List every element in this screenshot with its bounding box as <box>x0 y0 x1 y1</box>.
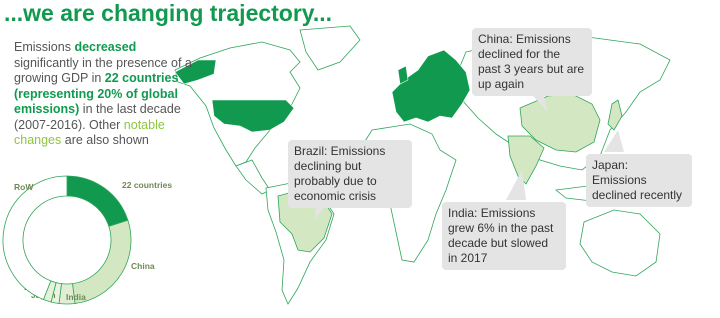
donut-slice <box>66 175 129 227</box>
india <box>507 135 545 185</box>
intro-run: in the last decade (2007-2016). Other <box>14 102 181 132</box>
greenland <box>299 25 361 71</box>
intro-text: Emissions decreased significantly in the… <box>14 40 194 149</box>
intro-run: significantly in the presence of a growi… <box>14 55 192 86</box>
donut-label: China <box>131 261 155 271</box>
donut-label: 22 countries <box>122 180 172 190</box>
callout-tail <box>506 170 526 200</box>
central-america <box>235 159 271 195</box>
intro-run: are also shown <box>61 133 149 147</box>
europe <box>391 49 471 123</box>
callout: Brazil: Emissions declining but probably… <box>288 140 412 208</box>
usa <box>211 99 295 133</box>
intro-run: 22 countries (representing 20% of global… <box>14 71 179 116</box>
donut-slice <box>72 219 132 304</box>
intro-run: decreased <box>74 40 137 54</box>
donut-slice <box>2 175 68 301</box>
uk <box>397 65 409 85</box>
australia <box>579 209 661 277</box>
callout: China: Emissions declined for the past 3… <box>472 28 592 96</box>
intro-run: notable changes <box>14 117 165 148</box>
callout: India: Emissions grew 6% in the past dec… <box>442 202 566 270</box>
donut-label: RoW <box>14 182 34 192</box>
japan <box>607 99 623 131</box>
donut-chart: 22 countriesChinaIndiaJapanBrazilRoW <box>2 175 172 305</box>
alaska <box>174 59 217 85</box>
callout-tail <box>604 130 624 152</box>
callout: Japan: Emissions declined recently <box>586 154 692 207</box>
donut-label: India <box>66 292 86 302</box>
title: ...we are changing trajectory... <box>4 0 333 26</box>
intro-run: Emissions <box>14 40 75 54</box>
